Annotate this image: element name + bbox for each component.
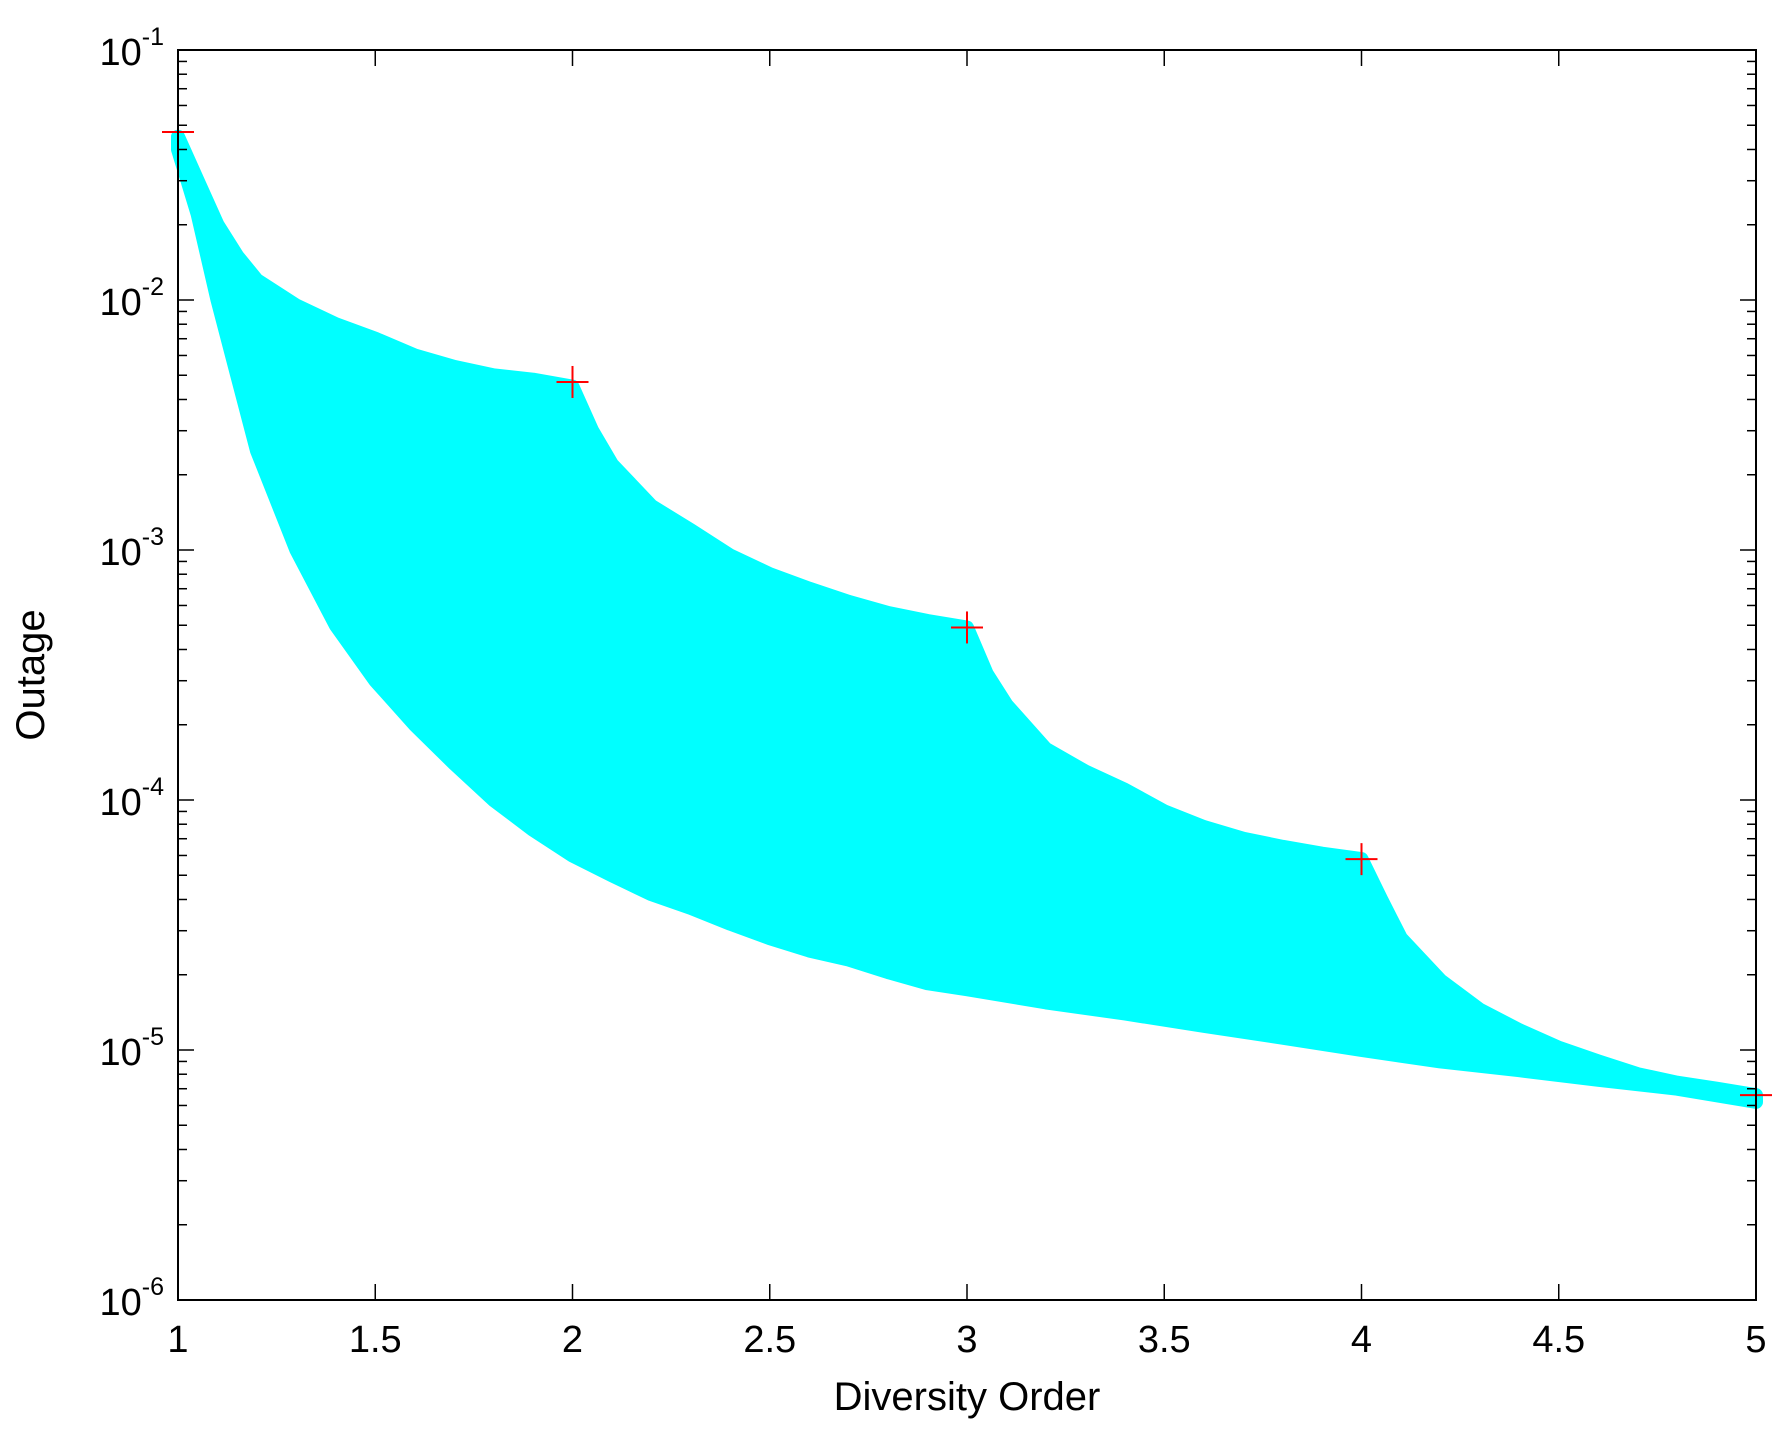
plot-frame (177, 49, 1757, 1301)
x-tick-label: 3 (956, 1319, 977, 1361)
x-tick-label: 3.5 (1138, 1319, 1191, 1361)
plus-marker-4 (1345, 843, 1378, 876)
x-tick-label: 5 (1745, 1319, 1766, 1361)
y-tick-label: 10-6 (99, 1273, 164, 1324)
x-tick-label: 4.5 (1532, 1319, 1585, 1361)
y-tick-label: 10-5 (99, 1023, 164, 1074)
x-tick-label: 1.5 (349, 1319, 402, 1361)
x-axis-label: Diversity Order (834, 1375, 1101, 1419)
x-tick-label: 2.5 (743, 1319, 796, 1361)
y-tick-label: 10-4 (99, 773, 164, 824)
y-tick-labels: 10-1 10-2 10-3 10-4 10-5 10-6 (99, 23, 164, 1324)
x-tick-labels: 1 1.5 2 2.5 3 3.5 4 4.5 5 (167, 1319, 1766, 1361)
y-tick-label: 10-2 (99, 273, 164, 324)
plus-marker-3 (951, 611, 983, 644)
y-tick-label: 10-3 (99, 523, 164, 574)
y-tick-label: 10-1 (99, 23, 164, 74)
y-axis-label: Outage (9, 609, 53, 740)
plus-marker-2 (556, 365, 589, 398)
x-tick-label: 1 (167, 1319, 188, 1361)
x-tick-label: 4 (1351, 1319, 1372, 1361)
x-tick-label: 2 (562, 1319, 583, 1361)
